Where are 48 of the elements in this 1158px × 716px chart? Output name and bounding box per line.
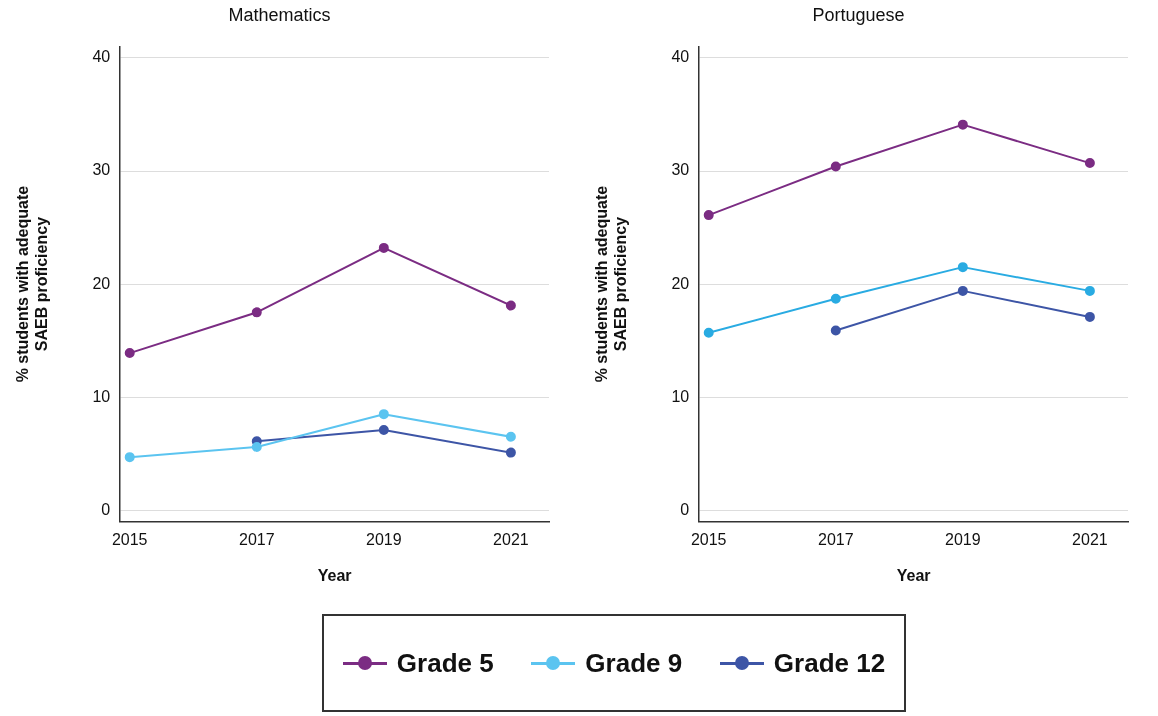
x-tick-label: 2017 xyxy=(238,530,275,548)
y-tick-label: 30 xyxy=(92,161,111,179)
point xyxy=(830,325,841,336)
legend-label: Grade 12 xyxy=(773,647,886,679)
x-axis-title: Year xyxy=(317,566,352,584)
point xyxy=(251,441,262,452)
y-axis-title: % students with adequate SAEB proficiency xyxy=(14,185,51,383)
chart-title: Mathematics xyxy=(228,4,331,25)
point xyxy=(703,210,714,221)
point xyxy=(957,262,968,273)
y-tick-label: 40 xyxy=(671,48,690,66)
x-tick-label: 2019 xyxy=(945,530,981,548)
point xyxy=(1084,285,1095,296)
point xyxy=(703,327,714,338)
chart-title: Portuguese xyxy=(812,4,905,25)
point xyxy=(505,431,516,442)
x-tick-label: 2015 xyxy=(690,530,727,548)
y-tick-label: 10 xyxy=(92,387,111,405)
point xyxy=(124,452,135,463)
y-tick-label: 20 xyxy=(671,274,690,292)
legend-label: Grade 9 xyxy=(585,647,683,679)
point xyxy=(251,307,262,318)
y-tick-label: 10 xyxy=(671,387,690,405)
point xyxy=(505,447,516,458)
point xyxy=(378,424,389,435)
point xyxy=(1084,311,1095,322)
y-tick-label: 30 xyxy=(671,161,690,179)
x-tick-label: 2019 xyxy=(366,530,402,548)
x-axis-title: Year xyxy=(896,566,931,584)
y-tick-label: 0 xyxy=(680,500,690,518)
point xyxy=(378,409,389,420)
point xyxy=(124,348,135,359)
y-tick-label: 0 xyxy=(101,500,111,518)
x-tick-label: 2021 xyxy=(1072,530,1108,548)
point xyxy=(378,242,389,253)
point xyxy=(1084,158,1095,169)
point xyxy=(505,300,516,311)
point xyxy=(830,161,841,172)
point xyxy=(957,285,968,296)
legend-label: Grade 5 xyxy=(396,647,494,679)
point xyxy=(830,293,841,304)
y-axis-title: % students with adequate SAEB proficiency xyxy=(593,185,630,383)
point xyxy=(957,119,968,130)
x-tick-label: 2021 xyxy=(493,530,529,548)
x-tick-label: 2015 xyxy=(111,530,148,548)
y-tick-label: 40 xyxy=(92,48,111,66)
y-tick-label: 20 xyxy=(92,274,111,292)
x-tick-label: 2017 xyxy=(817,530,854,548)
